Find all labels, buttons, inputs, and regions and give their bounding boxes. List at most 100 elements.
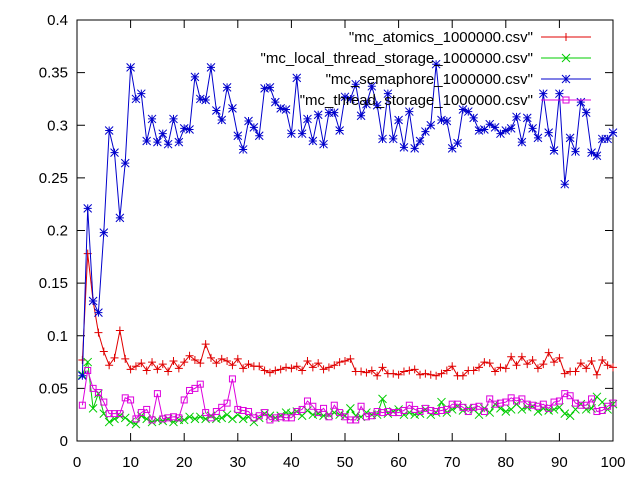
data-point xyxy=(314,409,322,417)
legend-label: "mc_local_thread_storage_1000000.csv" xyxy=(261,50,534,67)
data-point xyxy=(469,113,478,123)
data-point xyxy=(549,146,559,155)
data-point xyxy=(522,113,532,123)
data-point xyxy=(99,347,108,356)
data-point xyxy=(136,89,146,99)
data-point xyxy=(550,358,559,367)
data-point xyxy=(270,97,280,107)
data-point xyxy=(158,129,168,139)
data-point xyxy=(416,370,425,379)
data-point xyxy=(330,361,339,370)
data-point xyxy=(169,357,178,366)
data-point xyxy=(362,368,371,377)
data-point xyxy=(88,296,98,306)
data-point xyxy=(491,367,500,376)
data-point xyxy=(228,375,236,383)
data-point xyxy=(179,124,189,133)
data-point xyxy=(357,367,366,376)
data-point xyxy=(421,404,429,412)
data-point xyxy=(603,361,612,370)
data-point xyxy=(116,410,124,418)
data-point xyxy=(437,397,446,407)
data-point xyxy=(528,124,537,133)
data-point xyxy=(486,395,494,403)
data-point xyxy=(153,137,162,147)
data-point xyxy=(207,414,215,422)
data-point xyxy=(222,410,232,420)
data-point xyxy=(244,360,253,369)
data-point xyxy=(517,352,526,361)
data-point xyxy=(201,340,210,349)
data-point xyxy=(115,213,125,223)
data-point xyxy=(491,400,499,408)
data-point xyxy=(513,397,521,405)
data-point xyxy=(608,128,618,137)
data-point xyxy=(222,83,232,92)
data-point xyxy=(303,114,312,124)
data-point xyxy=(496,399,504,407)
data-point xyxy=(111,410,119,418)
data-point xyxy=(218,403,226,411)
data-point xyxy=(185,412,194,422)
data-point xyxy=(597,134,607,144)
data-point xyxy=(431,59,441,69)
data-point xyxy=(555,397,563,405)
series-line xyxy=(81,253,614,377)
data-point xyxy=(598,406,606,414)
data-point xyxy=(126,365,135,374)
data-point xyxy=(185,125,194,134)
data-point xyxy=(346,94,355,104)
data-point xyxy=(159,415,167,423)
data-point xyxy=(335,126,344,135)
data-point xyxy=(228,361,237,370)
data-point xyxy=(528,355,537,364)
data-point xyxy=(427,406,435,414)
data-point xyxy=(410,144,420,153)
data-point xyxy=(196,380,204,388)
data-point xyxy=(303,397,311,405)
data-point xyxy=(560,179,570,189)
data-point xyxy=(234,405,242,413)
data-point xyxy=(201,95,210,105)
data-point xyxy=(281,105,291,114)
data-point xyxy=(346,416,354,424)
data-point xyxy=(110,148,119,157)
data-point xyxy=(518,395,526,403)
data-point xyxy=(121,354,130,363)
data-point xyxy=(120,158,130,168)
data-point xyxy=(94,389,102,397)
data-point xyxy=(593,408,601,416)
data-point xyxy=(411,405,419,413)
data-point xyxy=(367,366,376,375)
data-point xyxy=(271,366,280,375)
data-point xyxy=(217,354,226,363)
data-point xyxy=(100,398,108,406)
data-point xyxy=(458,105,468,114)
data-point xyxy=(260,84,269,93)
data-point xyxy=(555,89,564,99)
x-tick-label: 80 xyxy=(497,454,514,471)
data-point xyxy=(475,402,483,410)
data-point xyxy=(324,363,333,372)
data-point xyxy=(265,368,274,377)
data-point xyxy=(249,123,259,132)
data-point xyxy=(576,97,586,107)
data-point xyxy=(137,359,146,368)
data-point xyxy=(426,120,436,130)
data-point xyxy=(372,100,382,110)
data-point xyxy=(373,371,382,380)
data-point xyxy=(496,129,505,139)
data-point xyxy=(362,413,370,421)
data-point xyxy=(341,357,349,366)
data-point xyxy=(352,416,360,424)
data-point xyxy=(127,396,135,404)
data-point xyxy=(538,89,548,99)
data-point xyxy=(437,406,445,414)
data-point xyxy=(426,370,435,379)
data-point xyxy=(308,363,317,372)
x-tick-label: 70 xyxy=(444,454,461,471)
data-point xyxy=(469,366,478,375)
legend-marker xyxy=(561,53,571,63)
data-point xyxy=(325,413,333,421)
